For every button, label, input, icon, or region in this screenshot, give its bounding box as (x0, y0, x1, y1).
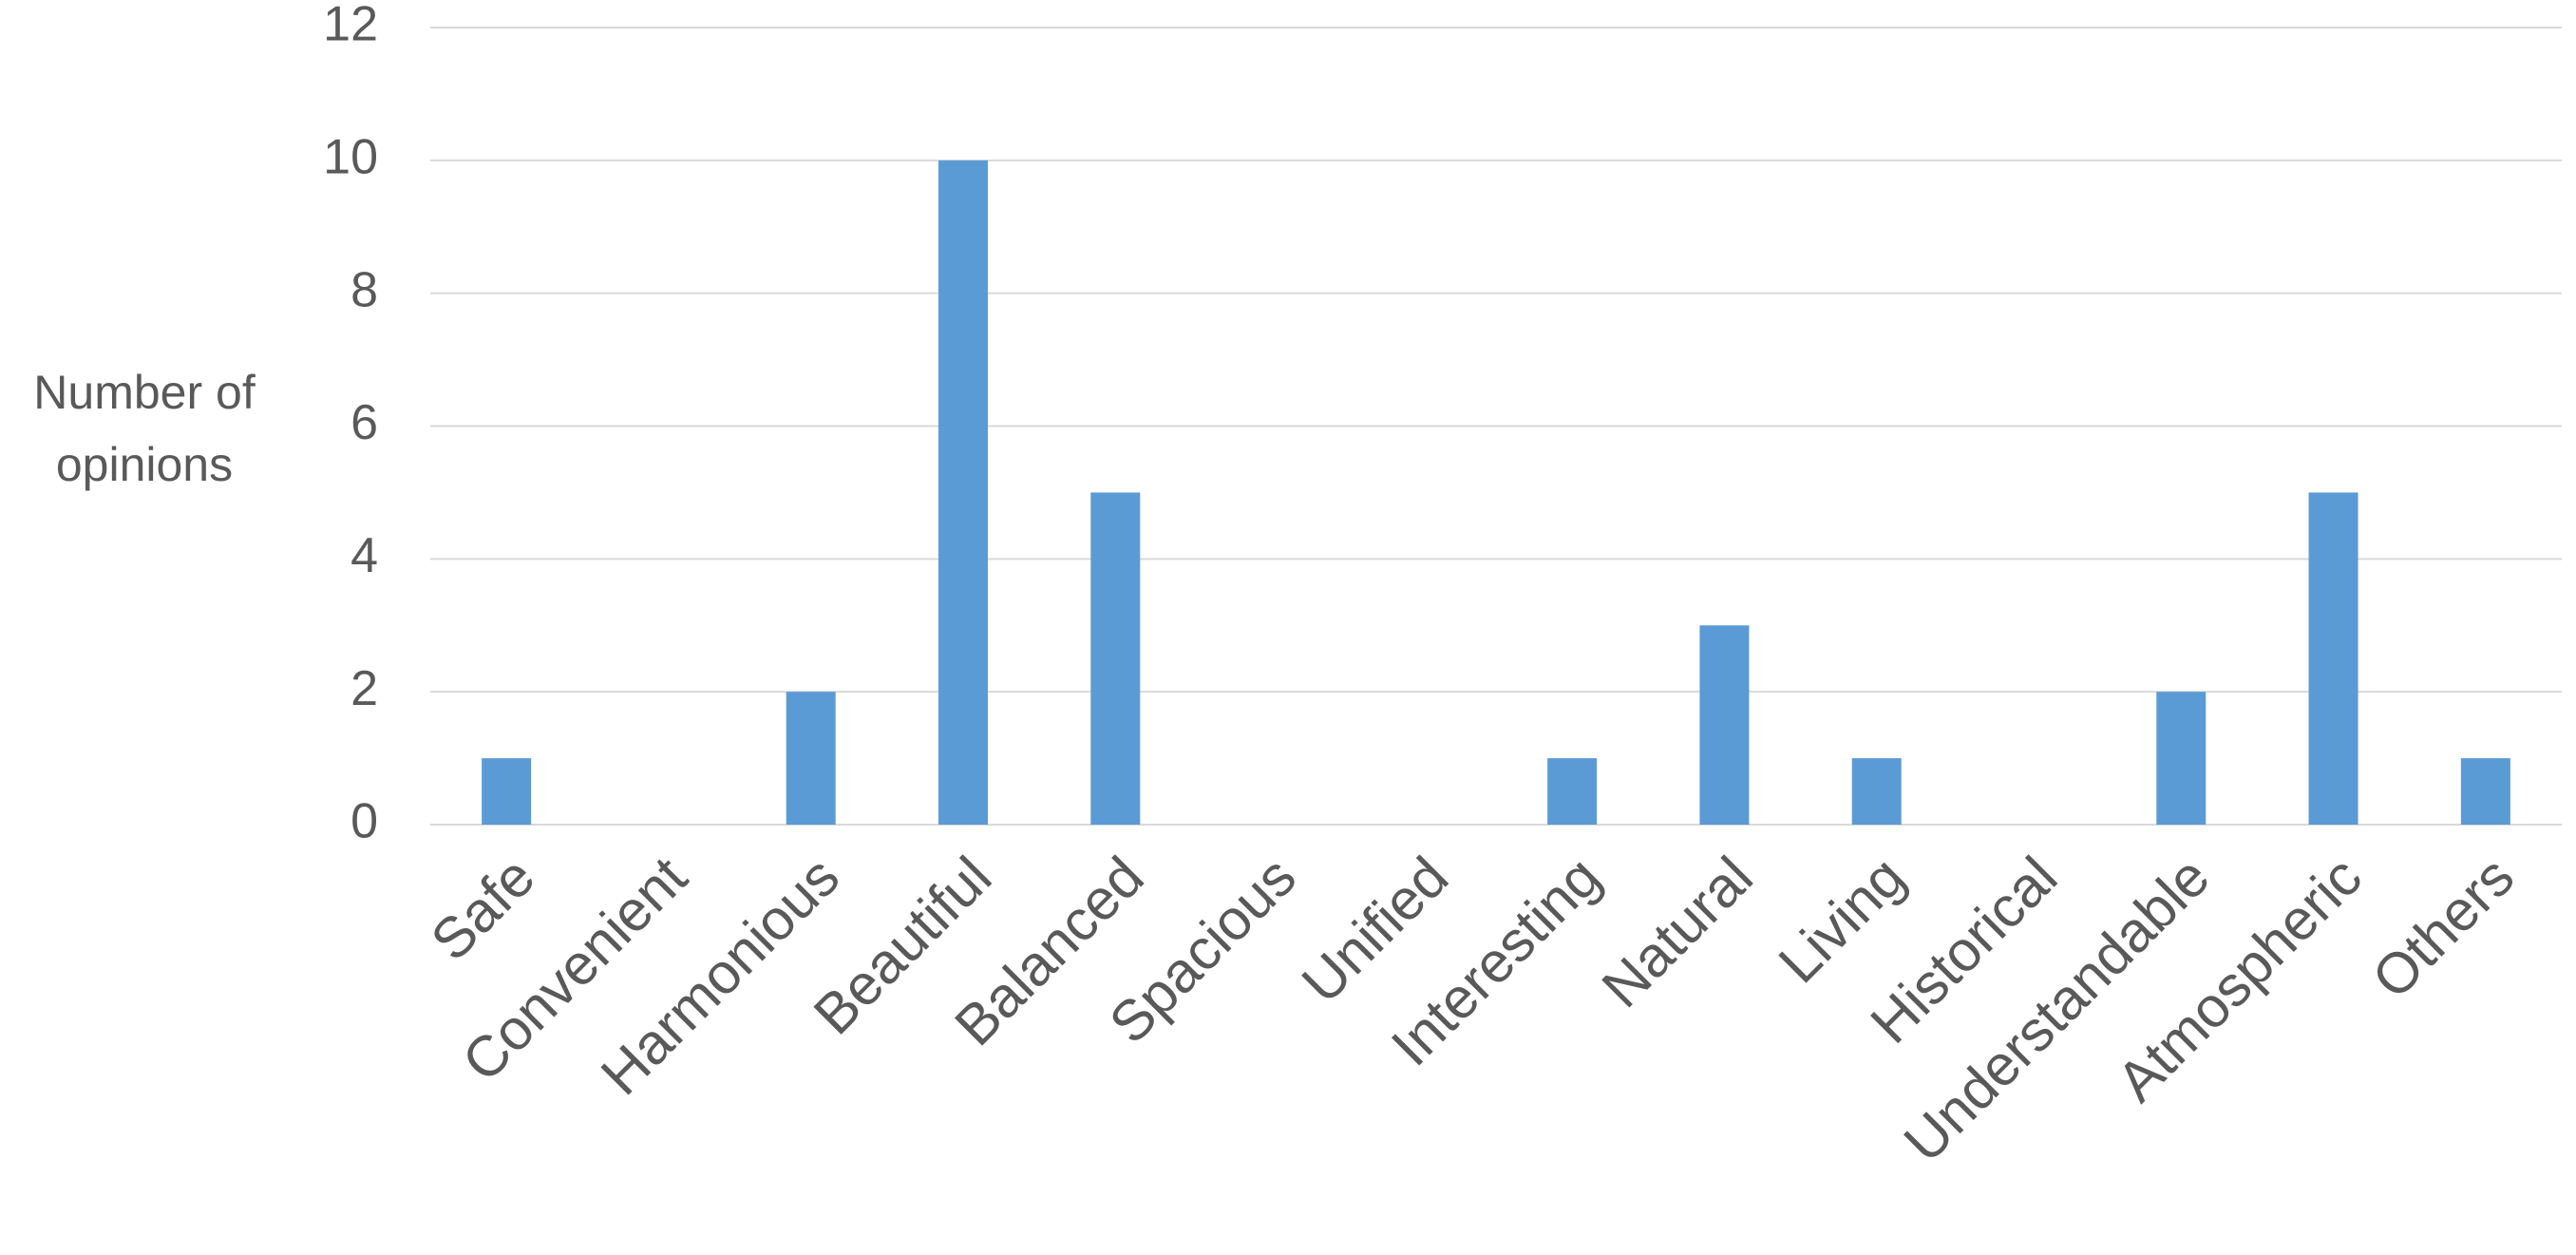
y-tick-label: 0 (350, 794, 378, 849)
y-tick-label: 6 (350, 395, 378, 450)
y-tick-label: 4 (350, 528, 378, 583)
bar (1547, 758, 1598, 825)
y-tick-label: 12 (323, 0, 378, 52)
bar (482, 758, 532, 825)
y-axis-label: Number of opinions (33, 366, 256, 491)
y-tick-label: 2 (350, 661, 378, 716)
bar (1699, 625, 1750, 825)
bar (1090, 492, 1141, 825)
x-tick-label: Safe (419, 845, 547, 973)
x-tick-label: Others (2360, 845, 2527, 1011)
y-tick-label: 8 (350, 262, 378, 317)
bar (2308, 492, 2358, 825)
x-tick-label: Living (1767, 845, 1917, 995)
bar (1851, 758, 1902, 825)
bar (938, 160, 988, 826)
y-tick-label: 10 (323, 130, 378, 185)
bar (2460, 758, 2510, 825)
x-tick-label: Natural (1590, 845, 1765, 1019)
bar (2156, 692, 2207, 825)
bar (786, 692, 836, 825)
